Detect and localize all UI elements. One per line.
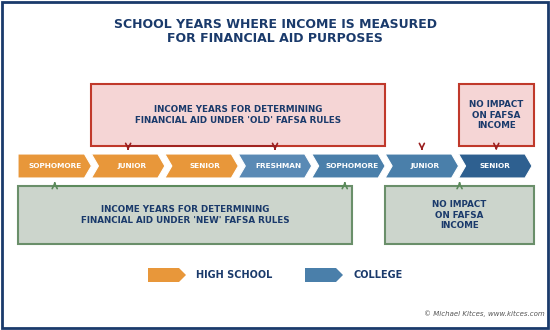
Text: NO IMPACT
ON FAFSA
INCOME: NO IMPACT ON FAFSA INCOME bbox=[469, 100, 524, 130]
Text: NO IMPACT
ON FAFSA
INCOME: NO IMPACT ON FAFSA INCOME bbox=[432, 200, 487, 230]
Text: © Michael Kitces, www.kitces.com: © Michael Kitces, www.kitces.com bbox=[424, 311, 545, 317]
Bar bbox=[18, 186, 352, 244]
Text: SOPHOMORE: SOPHOMORE bbox=[325, 163, 378, 169]
Text: HIGH SCHOOL: HIGH SCHOOL bbox=[196, 270, 272, 280]
Text: FRESHMAN: FRESHMAN bbox=[255, 163, 301, 169]
Polygon shape bbox=[459, 154, 532, 178]
Text: COLLEGE: COLLEGE bbox=[353, 270, 402, 280]
Text: JUNIOR: JUNIOR bbox=[411, 163, 440, 169]
Polygon shape bbox=[91, 154, 165, 178]
Text: SENIOR: SENIOR bbox=[480, 163, 511, 169]
FancyArrow shape bbox=[305, 268, 343, 282]
Text: FOR FINANCIAL AID PURPOSES: FOR FINANCIAL AID PURPOSES bbox=[167, 31, 383, 45]
Polygon shape bbox=[312, 154, 385, 178]
Text: SCHOOL YEARS WHERE INCOME IS MEASURED: SCHOOL YEARS WHERE INCOME IS MEASURED bbox=[113, 18, 437, 31]
Polygon shape bbox=[238, 154, 312, 178]
Text: INCOME YEARS FOR DETERMINING
FINANCIAL AID UNDER 'NEW' FAFSA RULES: INCOME YEARS FOR DETERMINING FINANCIAL A… bbox=[81, 205, 289, 225]
Polygon shape bbox=[165, 154, 238, 178]
Text: SOPHOMORE: SOPHOMORE bbox=[28, 163, 81, 169]
Bar bbox=[459, 84, 534, 146]
Text: INCOME YEARS FOR DETERMINING
FINANCIAL AID UNDER 'OLD' FAFSA RULES: INCOME YEARS FOR DETERMINING FINANCIAL A… bbox=[135, 105, 342, 125]
Bar bbox=[385, 186, 534, 244]
Polygon shape bbox=[18, 154, 91, 178]
Text: JUNIOR: JUNIOR bbox=[117, 163, 146, 169]
Bar bbox=[91, 84, 385, 146]
Polygon shape bbox=[385, 154, 459, 178]
FancyArrow shape bbox=[148, 268, 186, 282]
Text: SENIOR: SENIOR bbox=[190, 163, 221, 169]
